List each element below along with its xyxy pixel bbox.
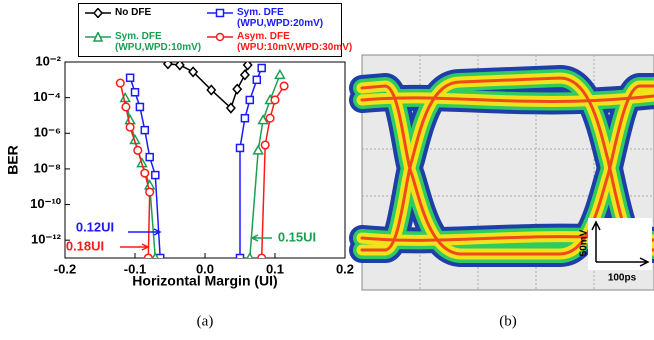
marker [134, 147, 142, 155]
legend-swatch [205, 32, 235, 42]
marker [164, 59, 172, 68]
marker [271, 96, 279, 104]
marker [127, 74, 134, 81]
annotation: 0.15UI [278, 229, 316, 244]
legend-marker [217, 34, 224, 41]
x-tick-label: -0.1 [124, 261, 146, 276]
marker [126, 123, 134, 131]
annotation-arrow [128, 229, 160, 235]
legend: No DFE Sym. DFE (WPU,WPD:20mV) Sym. DFE (W… [78, 3, 342, 57]
marker [141, 169, 149, 177]
marker [275, 70, 284, 78]
marker [241, 70, 249, 79]
marker [253, 76, 260, 83]
y-tick-label: 10⁻² [35, 53, 61, 68]
marker [241, 115, 248, 122]
marker [121, 94, 130, 102]
marker [237, 255, 244, 262]
legend-swatch [83, 32, 113, 42]
y-axis-label: BER [5, 145, 21, 175]
y-tick-label: 10⁻¹⁰ [30, 196, 62, 211]
marker [261, 141, 269, 149]
marker [152, 172, 159, 179]
x-tick-label: 0.2 [336, 261, 354, 276]
x-tick-label: 0.1 [266, 261, 284, 276]
legend-marker [94, 33, 102, 42]
eye-diagram: 50mV 100ps [362, 55, 654, 290]
marker [246, 96, 253, 103]
legend-item: Sym. DFE (WPU,WPD:10mV) [87, 31, 197, 53]
legend-marker [94, 9, 102, 18]
y-tick-label: 10⁻⁶ [34, 125, 61, 140]
legend-item: No DFE [87, 7, 197, 18]
caption-a: (a) [197, 313, 214, 329]
marker [136, 103, 143, 110]
legend-item: Asym. DFE (WPU:10mV,WPD:30mV) [209, 31, 334, 53]
marker [146, 188, 154, 196]
marker [233, 85, 241, 94]
legend-marker [217, 10, 224, 17]
marker [280, 82, 288, 90]
annotation: 0.18UI [66, 238, 104, 253]
marker [237, 144, 244, 151]
x-tick-label: -0.2 [54, 261, 76, 276]
annotation-arrow [120, 244, 148, 250]
page: 50mV 100ps (b) (a) Horizontal Margin (UI… [0, 0, 654, 340]
marker [258, 254, 266, 262]
y-tick-label: 10⁻¹² [31, 232, 62, 247]
caption-b: (b) [499, 313, 517, 329]
marker [122, 103, 130, 111]
marker [117, 79, 125, 87]
vertical-scale: 50mV [579, 229, 590, 256]
legend-item: Sym. DFE (WPU,WPD:20mV) [209, 7, 334, 29]
marker [141, 127, 148, 134]
marker [258, 65, 265, 72]
legend-swatch [83, 8, 113, 18]
marker [146, 154, 153, 161]
marker [132, 89, 139, 96]
marker [126, 116, 135, 124]
marker [266, 114, 274, 122]
annotation: 0.12UI [76, 219, 114, 234]
series-line [130, 68, 262, 258]
y-tick-label: 10⁻⁸ [34, 160, 61, 175]
legend-swatch [205, 8, 235, 18]
x-tick-label: 0.0 [196, 261, 214, 276]
horizontal-scale: 100ps [608, 273, 637, 284]
y-tick-label: 10⁻⁴ [33, 89, 61, 104]
